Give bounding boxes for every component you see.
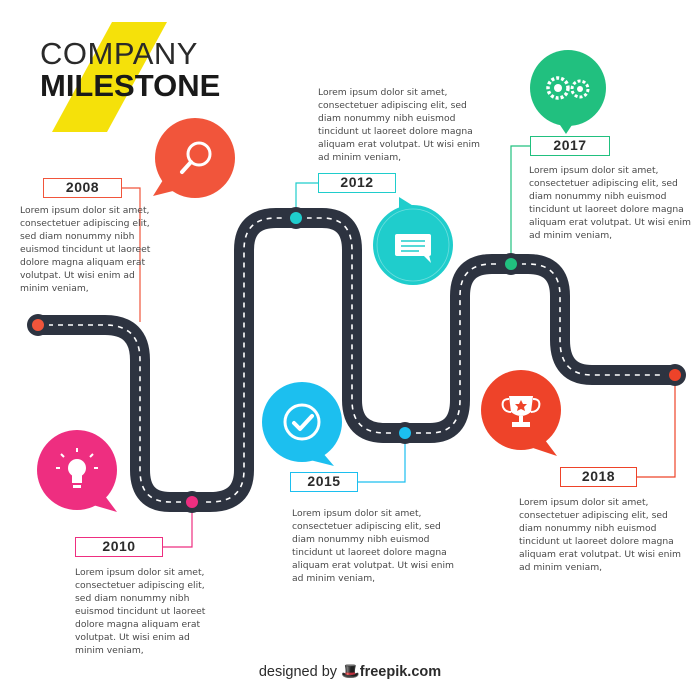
year-box-2015: 2015 [290,472,358,492]
description-line: consectetuer adipiscing elit, sed [519,510,668,521]
description-line: minim veniam, [75,645,144,656]
description-line: Lorem ipsum dolor sit amet, [20,205,150,216]
connector-2012 [295,182,318,218]
year-box-2008: 2008 [43,178,122,198]
description-2018: Lorem ipsum dolor sit amet, consectetuer … [519,496,689,574]
description-line: tincidunt ut laoreet dolore magna [292,547,447,558]
year-box-2017: 2017 [530,136,610,156]
description-line: Lorem ipsum dolor sit amet, [519,497,649,508]
road-marker-2010 [181,491,203,513]
road-start-marker [27,314,49,336]
description-line: Lorem ipsum dolor sit amet, [529,165,659,176]
description-line: volutpat. Ut wisi enim ad [20,270,135,281]
year-box-2012: 2012 [318,173,396,193]
freepik-credit[interactable]: designed by 🎩freepik.com [0,662,700,680]
connector-2010 [163,502,193,548]
credit-brand: freepik.com [359,664,442,680]
gears-icon [530,50,606,134]
road-marker-2015 [394,422,416,444]
description-line: dolore magna aliquam erat [20,257,146,268]
description-2017: Lorem ipsum dolor sit amet, consectetuer … [529,164,699,242]
description-line: ad minim veniam, [519,562,603,573]
description-line: consectetuer adipiscing elit, sed [529,178,678,189]
description-line: ad minim veniam, [318,152,402,163]
lightbulb-icon [37,430,117,512]
description-line: euismod tincidunt ut laoreet [75,606,206,617]
checkmark-icon [262,382,342,466]
title-accent-slash [52,22,167,132]
description-line: euismod tincidunt ut laoreet [20,244,151,255]
trophy-icon [481,370,561,456]
description-line: aliquam erat volutpat. Ut wisi enim [292,560,454,571]
description-2012: Lorem ipsum dolor sit amet, consectetuer … [318,86,488,164]
description-line: sed diam nonummy nibh [75,593,190,604]
description-line: consectetuer adipiscing elit, [20,218,150,229]
description-line: Lorem ipsum dolor sit amet, [75,567,205,578]
freepik-logo-icon: 🎩 [341,663,360,680]
description-line: ad minim veniam, [529,230,613,241]
connector-2008 [122,187,141,322]
description-2015: Lorem ipsum dolor sit amet, consectetuer … [292,507,462,585]
connector-2018 [627,375,676,478]
description-line: diam nonummy nibh euismod [292,534,430,545]
description-line: diam nonummy nibh euismod [519,523,657,534]
description-line: consectetuer adipiscing elit, sed [318,100,467,111]
description-line: volutpat. Ut wisi enim ad [75,632,190,643]
road-marker-2012 [285,207,307,229]
description-2010: Lorem ipsum dolor sit amet, consectetuer … [75,566,235,657]
credit-prefix: designed by [258,664,338,680]
description-line: tincidunt ut laoreet dolore magna [519,536,674,547]
connector-2015 [358,433,406,483]
description-line: aliquam erat volutpat. Ut wisi enim [519,549,681,560]
description-line: dolore magna aliquam erat [75,619,201,630]
magnifier-icon [153,118,235,198]
description-line: aliquam erat volutpat. Ut wisi enim [318,139,480,150]
connector-2017 [510,145,530,264]
description-line: diam nonummy nibh euismod [529,191,667,202]
description-line: Lorem ipsum dolor sit amet, [292,508,422,519]
description-line: tincidunt ut laoreet dolore magna [318,126,473,137]
year-box-2018: 2018 [560,467,637,487]
year-box-2010: 2010 [75,537,163,557]
description-line: aliquam erat volutpat. Ut wisi enim [529,217,691,228]
description-line: diam nonummy nibh euismod [318,113,456,124]
description-line: ad minim veniam, [292,573,376,584]
description-line: consectetuer adipiscing elit, sed [292,521,441,532]
description-line: minim veniam, [20,283,89,294]
description-line: Lorem ipsum dolor sit amet, [318,87,448,98]
description-line: consectetuer adipiscing elit, [75,580,205,591]
road-lane-dashes [38,217,675,503]
description-2008: Lorem ipsum dolor sit amet, consectetuer … [20,204,180,295]
description-line: sed diam nonummy nibh [20,231,135,242]
road-end-marker [664,364,686,386]
road-marker-2017 [500,253,522,275]
chat-icon [373,197,453,285]
description-line: tincidunt ut laoreet dolore magna [529,204,684,215]
title-line-1: COMPANY [40,36,198,71]
title-line-2: MILESTONE [40,68,221,103]
